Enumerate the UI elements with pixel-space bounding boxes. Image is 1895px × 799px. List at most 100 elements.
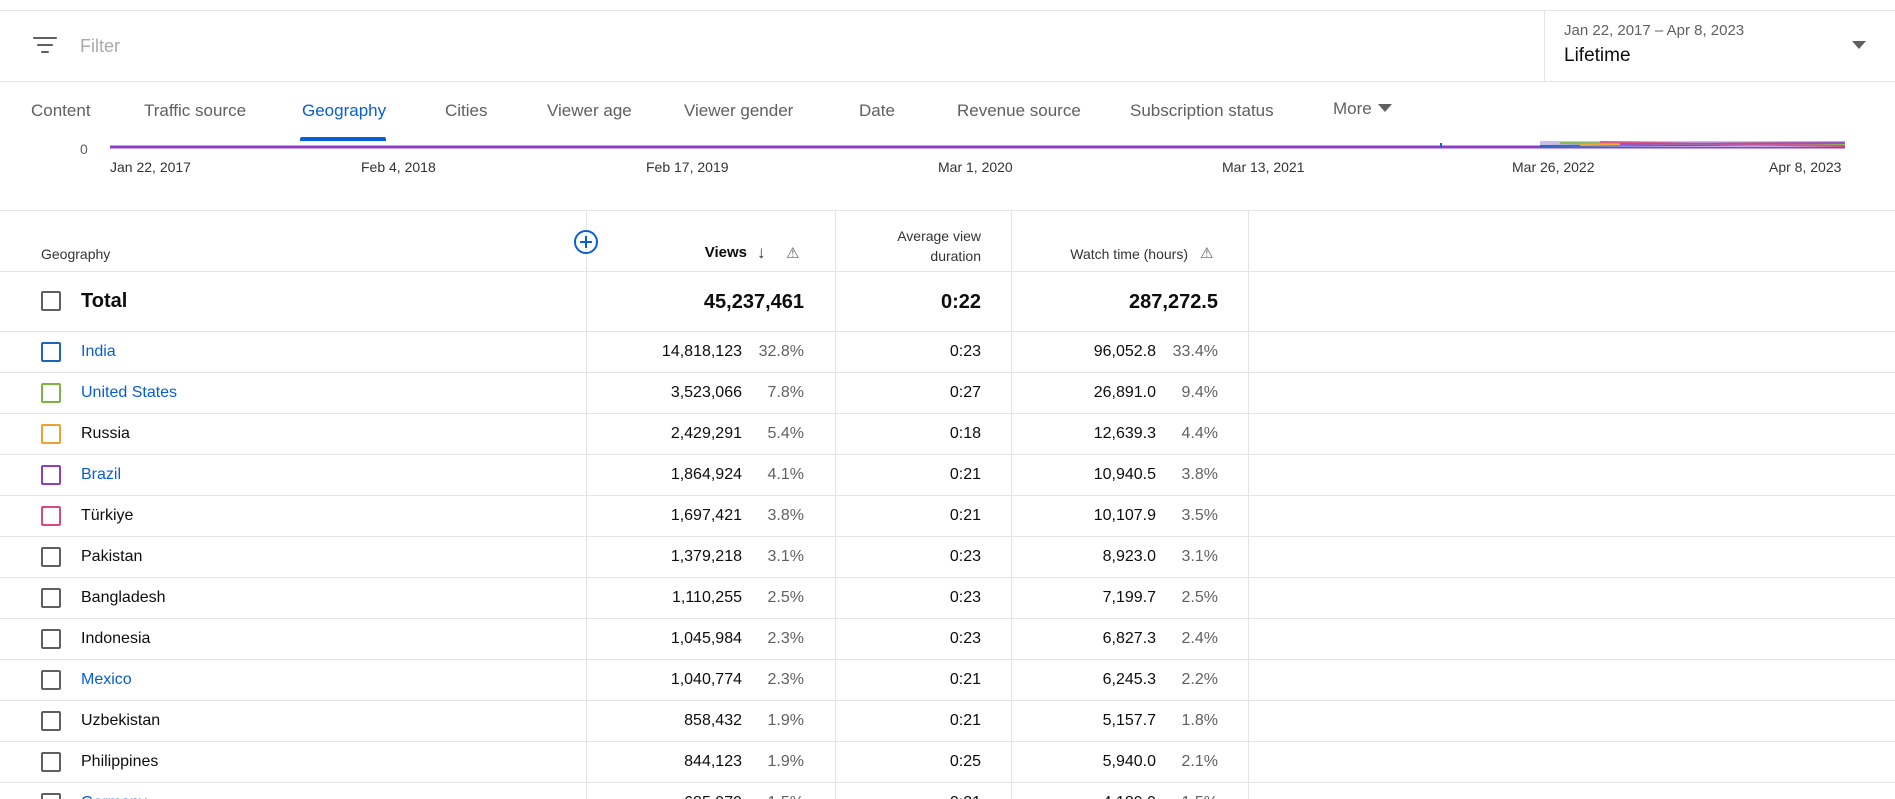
header-views[interactable]: Views — [704, 244, 747, 261]
row-checkbox[interactable] — [41, 465, 61, 485]
watch-time-value: 10,107.9 — [1093, 507, 1156, 524]
watch-time-value: 6,245.3 — [1102, 671, 1156, 688]
row-checkbox[interactable] — [41, 342, 61, 362]
country-name[interactable]: India — [81, 343, 116, 360]
watch-time-value: 96,052.8 — [1093, 343, 1156, 360]
average-view-duration-value: 0:23 — [949, 548, 981, 565]
average-view-duration-value: 0:23 — [949, 343, 981, 360]
average-view-duration-value: 0:21 — [846, 794, 981, 799]
tab-revenue-source[interactable]: Revenue source — [957, 101, 1081, 120]
date-range-text: Jan 22, 2017 – Apr 8, 2023 — [1564, 22, 1745, 39]
column-divider — [835, 211, 836, 799]
views-value: 1,110,255 — [672, 589, 742, 606]
row-checkbox[interactable] — [41, 793, 61, 799]
tab-content[interactable]: Content — [31, 101, 91, 120]
tab-viewer-gender[interactable]: Viewer gender — [684, 101, 794, 120]
filter-input[interactable] — [80, 33, 680, 59]
views-percent: 2.5% — [767, 589, 804, 606]
table-row: Russia 2,429,291 5.4% 0:18 12,639.3 4.4% — [0, 414, 1895, 455]
x-tick-label: Mar 26, 2022 — [1512, 159, 1595, 175]
watch-time-percent: 2.4% — [1181, 630, 1218, 647]
column-divider — [1248, 211, 1249, 799]
header-geography[interactable]: Geography — [41, 246, 111, 262]
country-name[interactable]: Mexico — [81, 671, 132, 688]
table-row: Türkiye 1,697,421 3.8% 0:21 10,107.9 3.5% — [0, 496, 1895, 537]
x-tick-label: Feb 4, 2018 — [361, 159, 436, 175]
warning-icon[interactable]: ⚠ — [786, 245, 800, 262]
row-checkbox[interactable] — [41, 424, 61, 444]
y-axis-zero-label: 0 — [80, 141, 88, 157]
total-views: 45,237,461 — [703, 291, 804, 313]
filter-icon[interactable] — [33, 36, 57, 56]
tab-more-label: More — [1333, 99, 1372, 118]
country-name: Türkiye — [81, 507, 134, 524]
tab-cities[interactable]: Cities — [445, 101, 488, 120]
row-checkbox[interactable] — [41, 506, 61, 526]
chevron-down-icon[interactable] — [1852, 41, 1866, 49]
tab-subscription-status[interactable]: Subscription status — [1130, 101, 1274, 120]
x-tick-label: Jan 22, 2017 — [110, 159, 191, 175]
country-name[interactable]: United States — [81, 384, 178, 401]
table-row: Pakistan 1,379,218 3.1% 0:23 8,923.0 3.1% — [0, 537, 1895, 578]
average-view-duration-value: 0:21 — [949, 466, 981, 483]
tab-viewer-age[interactable]: Viewer age — [547, 101, 632, 120]
views-value: 2,429,291 — [670, 425, 742, 442]
watch-time-percent: 9.4% — [1181, 384, 1218, 401]
country-name[interactable]: Brazil — [81, 466, 122, 483]
average-view-duration-value: 0:27 — [949, 384, 981, 401]
row-checkbox[interactable] — [41, 383, 61, 403]
table-row: Indonesia 1,045,984 2.3% 0:23 6,827.3 2.4% — [0, 619, 1895, 660]
table-row: United States 3,523,066 7.8% 0:27 26,891.0 9.… — [0, 373, 1895, 414]
views-value: 858,432 — [684, 712, 742, 729]
views-percent: 5.4% — [767, 425, 804, 442]
average-view-duration-value: 0:21 — [949, 712, 981, 729]
date-range-picker[interactable]: Jan 22, 2017 – Apr 8, 2023 Lifetime — [1544, 11, 1895, 81]
country-name[interactable]: Germany — [81, 794, 147, 799]
watch-time-value: 6,827.3 — [1102, 630, 1156, 647]
chart-recent-purple — [1619, 142, 1846, 145]
row-checkbox[interactable] — [41, 588, 61, 608]
chart-baseline — [110, 141, 1846, 149]
views-percent: 1.5% — [746, 794, 804, 799]
row-checkbox[interactable] — [41, 670, 61, 690]
arrow-down-icon[interactable]: ↓ — [757, 243, 766, 262]
tab-traffic-source[interactable]: Traffic source — [144, 101, 247, 120]
watch-time-percent: 3.1% — [1181, 548, 1218, 565]
table-row: Bangladesh 1,110,255 2.5% 0:23 7,199.7 2.5% — [0, 578, 1895, 619]
tab-more[interactable]: More — [1333, 99, 1392, 119]
warning-icon[interactable]: ⚠ — [1200, 245, 1214, 262]
watch-time-percent: 1.5% — [1160, 794, 1218, 799]
chart-recent-data — [1539, 141, 1846, 147]
total-checkbox[interactable] — [41, 291, 61, 311]
watch-time-value: 12,639.3 — [1093, 425, 1156, 442]
average-view-duration-value: 0:21 — [949, 507, 981, 524]
add-column-icon[interactable] — [574, 230, 598, 254]
row-checkbox[interactable] — [41, 547, 61, 567]
table-row: Germany 685,979 1.5% 0:21 4,189.9 1.5% — [0, 783, 1895, 799]
views-percent: 4.1% — [767, 466, 804, 483]
tab-date[interactable]: Date — [859, 101, 895, 120]
views-value: 1,045,984 — [670, 630, 742, 647]
row-checkbox[interactable] — [41, 629, 61, 649]
filter-bar: Jan 22, 2017 – Apr 8, 2023 Lifetime — [0, 10, 1895, 82]
column-divider — [586, 211, 587, 799]
average-view-duration-value: 0:23 — [949, 589, 981, 606]
chevron-down-icon — [1377, 104, 1392, 112]
total-average-view-duration: 0:22 — [940, 291, 981, 313]
watch-time-value: 8,923.0 — [1102, 548, 1156, 565]
header-watch-time[interactable]: Watch time (hours) — [1070, 246, 1188, 262]
average-view-duration-value: 0:21 — [949, 671, 981, 688]
country-name: Pakistan — [81, 548, 143, 565]
table-row: Mexico 1,040,774 2.3% 0:21 6,245.3 2.2% — [0, 660, 1895, 701]
watch-time-value: 10,940.5 — [1093, 466, 1156, 483]
header-average-view-duration[interactable]: Average view duration — [897, 228, 981, 264]
row-checkbox[interactable] — [41, 752, 61, 772]
views-percent: 1.9% — [767, 712, 804, 729]
tab-geography[interactable]: Geography — [302, 101, 387, 120]
country-name: Bangladesh — [81, 589, 166, 606]
row-checkbox[interactable] — [41, 711, 61, 731]
chart-strip: 0 Jan 22, 2017 Feb 4, 2018 Feb 17, 2019 … — [0, 141, 1895, 211]
table-header: Geography Views ↓ ⚠ Average view duratio… — [0, 211, 1895, 272]
watch-time-percent: 33.4% — [1172, 343, 1218, 360]
x-tick-label: Mar 1, 2020 — [938, 159, 1013, 175]
